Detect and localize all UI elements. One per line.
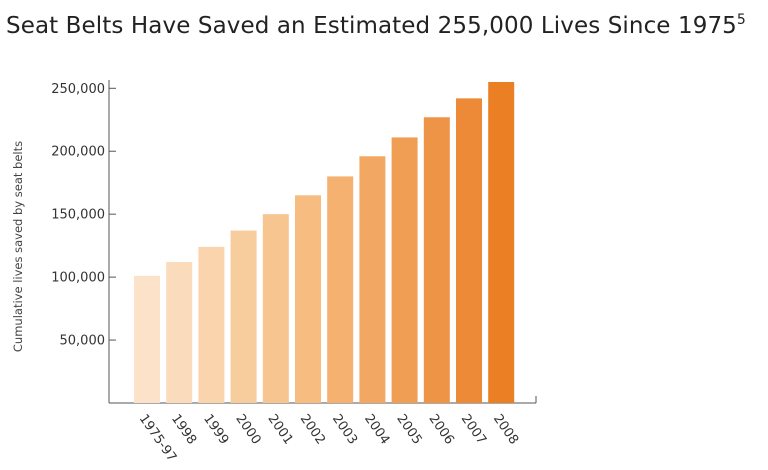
bar: [391, 137, 418, 403]
bar: [456, 98, 482, 403]
bar: [295, 195, 321, 403]
bar: [262, 214, 289, 403]
y-tick-label: 50,000: [60, 334, 106, 349]
bar: [327, 176, 354, 403]
title-footnote: 5: [736, 12, 746, 28]
x-tick-label: 2006: [426, 412, 457, 448]
x-tick-label: 1998: [168, 412, 199, 448]
bar: [230, 230, 257, 403]
x-tick-label: 2008: [490, 412, 521, 448]
bar: [134, 275, 160, 403]
y-tick-label: 150,000: [51, 208, 105, 223]
y-tick-label: 200,000: [51, 145, 105, 160]
y-tick-label: 100,000: [51, 271, 105, 286]
x-tick-label: 2005: [393, 412, 424, 448]
x-tick-label: 2004: [361, 412, 392, 448]
y-tick-label: 250,000: [51, 82, 105, 97]
bar: [166, 262, 193, 403]
y-axis-title: Cumulative lives saved by seat belts: [11, 141, 25, 352]
x-tick-label: 2003: [329, 412, 360, 448]
x-tick-label: 2007: [458, 412, 489, 448]
bar: [423, 117, 450, 403]
x-tick-label: 1999: [200, 412, 231, 448]
chart-title: Seat Belts Have Saved an Estimated 255,0…: [6, 13, 746, 39]
bar: [198, 246, 225, 403]
chart-title-text: Seat Belts Have Saved an Estimated 255,0…: [6, 13, 737, 39]
bar: [359, 156, 386, 403]
x-tick-label: 2000: [232, 412, 263, 448]
x-tick-label: 2002: [297, 412, 328, 448]
bar: [488, 82, 515, 403]
x-tick-label: 2001: [265, 412, 296, 448]
